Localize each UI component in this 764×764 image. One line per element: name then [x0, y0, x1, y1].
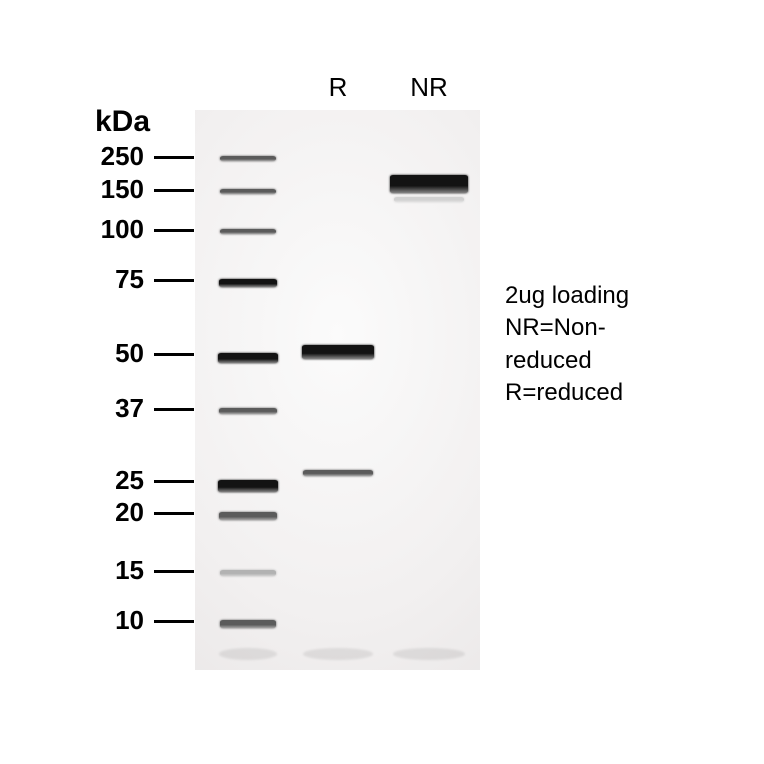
gel-band	[220, 156, 276, 161]
mw-label: 150	[74, 174, 144, 205]
mw-label: 20	[74, 497, 144, 528]
gel-band	[220, 570, 276, 576]
mw-tick	[154, 512, 194, 515]
lane-bottom-shadow	[393, 648, 465, 660]
mw-label: 75	[74, 264, 144, 295]
lane-bottom-shadow	[219, 648, 277, 660]
gel-band	[219, 512, 277, 520]
legend-text: 2ug loading NR=Non- reduced R=reduced	[505, 280, 629, 410]
gel-band	[390, 175, 468, 193]
gel-band	[218, 353, 278, 363]
axis-title-kda: kDa	[95, 105, 150, 139]
mw-tick	[154, 279, 194, 282]
mw-label: 37	[74, 393, 144, 424]
lane-label-R: R	[298, 72, 378, 103]
mw-label: 50	[74, 338, 144, 369]
mw-tick	[154, 620, 194, 623]
mw-tick	[154, 408, 194, 411]
mw-tick	[154, 480, 194, 483]
mw-tick	[154, 353, 194, 356]
mw-label: 250	[74, 141, 144, 172]
gel-image	[195, 110, 480, 670]
gel-band	[219, 279, 277, 287]
mw-label: 10	[74, 605, 144, 636]
gel-band	[302, 345, 374, 359]
mw-label: 25	[74, 465, 144, 496]
gel-band	[220, 229, 276, 234]
lane-label-NR: NR	[389, 72, 469, 103]
figure-canvas: kDa R NR 250150 100 75 50 37 2520 15 10 2ug loa…	[0, 0, 764, 764]
gel-band	[220, 189, 276, 194]
gel-band	[218, 480, 278, 492]
mw-tick	[154, 156, 194, 159]
mw-tick	[154, 229, 194, 232]
mw-label: 15	[74, 555, 144, 586]
gel-band	[394, 197, 464, 202]
mw-tick	[154, 189, 194, 192]
gel-band	[303, 470, 373, 476]
lane-bottom-shadow	[303, 648, 373, 660]
gel-band	[220, 620, 276, 628]
mw-label: 100	[74, 214, 144, 245]
mw-tick	[154, 570, 194, 573]
gel-band	[219, 408, 277, 414]
